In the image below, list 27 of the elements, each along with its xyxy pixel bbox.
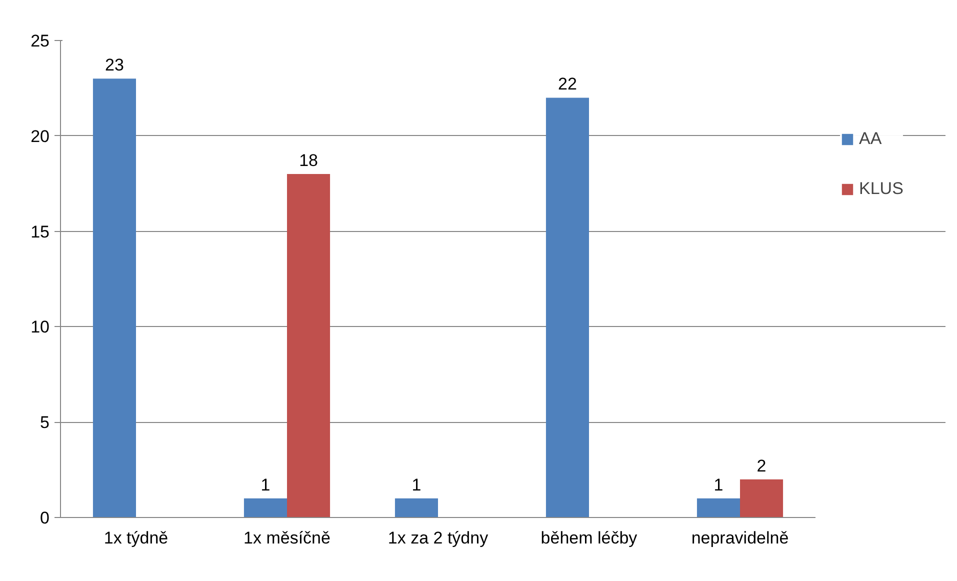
data-label: 18: [299, 151, 318, 170]
data-label: 1: [260, 475, 270, 494]
data-label: 22: [558, 74, 577, 94]
y-tick-label: 20: [30, 126, 50, 146]
y-tick-label: 10: [30, 318, 50, 337]
bar: [287, 174, 330, 518]
bar: [92, 78, 136, 518]
y-tick-label: 25: [30, 32, 50, 50]
y-tick-label: 0: [40, 508, 50, 528]
y-tick-label: 5: [40, 413, 50, 432]
x-tick-label: během léčby: [540, 528, 638, 548]
x-tick-label: 1x týdně: [104, 528, 168, 548]
data-label: 2: [756, 456, 766, 476]
bar: [394, 498, 438, 518]
x-tick-label: 1x za 2 týdny: [388, 528, 489, 548]
data-label: 1: [714, 475, 724, 494]
legend-label: AA: [859, 129, 882, 149]
legend-label: KLUS: [859, 179, 904, 199]
data-label: 1: [412, 475, 422, 494]
bar: [696, 498, 740, 518]
bar: [546, 98, 589, 518]
x-tick-label: 1x měsíčně: [244, 528, 330, 548]
bar: [740, 479, 784, 518]
y-tick-label: 15: [30, 222, 50, 242]
data-label: 23: [105, 56, 124, 75]
bar: [244, 498, 287, 518]
x-tick-label: nepravidelně: [691, 528, 789, 548]
